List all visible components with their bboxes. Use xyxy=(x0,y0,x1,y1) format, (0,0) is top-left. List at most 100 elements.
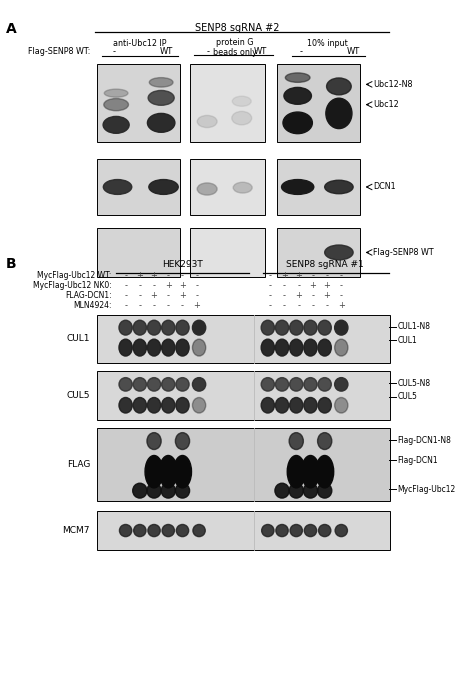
Ellipse shape xyxy=(197,183,217,195)
Ellipse shape xyxy=(318,433,332,450)
Ellipse shape xyxy=(262,524,274,537)
Text: -: - xyxy=(269,281,272,290)
Text: CUL5: CUL5 xyxy=(66,391,90,400)
Text: +: + xyxy=(295,271,302,280)
Ellipse shape xyxy=(319,524,331,537)
Text: +: + xyxy=(179,291,186,300)
Ellipse shape xyxy=(335,377,348,391)
Text: -: - xyxy=(269,291,272,300)
Text: DCN1: DCN1 xyxy=(373,182,396,192)
Text: anti-Ubc12 IP: anti-Ubc12 IP xyxy=(113,39,166,48)
Text: -: - xyxy=(311,271,314,280)
Bar xyxy=(97,228,180,277)
Text: +: + xyxy=(338,301,345,310)
Ellipse shape xyxy=(275,398,289,413)
Ellipse shape xyxy=(289,433,303,450)
Text: -: - xyxy=(138,291,141,300)
Text: B: B xyxy=(6,256,16,271)
Ellipse shape xyxy=(133,339,146,356)
Text: -: - xyxy=(181,301,184,310)
Ellipse shape xyxy=(275,377,289,391)
Text: -: - xyxy=(269,301,272,310)
Text: Ubc12-N8: Ubc12-N8 xyxy=(373,80,412,89)
Bar xyxy=(97,428,390,501)
Ellipse shape xyxy=(290,377,303,391)
Ellipse shape xyxy=(162,524,174,537)
Ellipse shape xyxy=(275,320,289,335)
Ellipse shape xyxy=(162,398,175,413)
Ellipse shape xyxy=(261,320,274,335)
Ellipse shape xyxy=(119,339,132,356)
Text: MycFlag-Ubc12: MycFlag-Ubc12 xyxy=(398,485,456,494)
Text: -: - xyxy=(138,301,141,310)
Ellipse shape xyxy=(176,320,189,335)
Text: -: - xyxy=(124,301,127,310)
Text: +: + xyxy=(151,271,157,280)
Ellipse shape xyxy=(290,339,303,356)
Ellipse shape xyxy=(304,339,317,356)
Ellipse shape xyxy=(119,320,132,335)
Ellipse shape xyxy=(104,89,128,97)
Ellipse shape xyxy=(104,99,128,111)
Ellipse shape xyxy=(119,398,132,413)
Text: -: - xyxy=(124,271,127,280)
Text: +: + xyxy=(151,291,157,300)
Text: -: - xyxy=(297,301,300,310)
Text: -: - xyxy=(195,271,198,280)
Ellipse shape xyxy=(282,180,314,194)
Text: -: - xyxy=(167,301,170,310)
Text: CUL1: CUL1 xyxy=(398,335,418,345)
Text: A: A xyxy=(6,22,17,36)
Text: 10% input: 10% input xyxy=(307,39,347,48)
Ellipse shape xyxy=(325,180,353,194)
Text: -: - xyxy=(311,291,314,300)
Ellipse shape xyxy=(147,113,175,132)
Ellipse shape xyxy=(318,339,331,356)
Text: -: - xyxy=(181,271,184,280)
Bar xyxy=(97,371,390,420)
Ellipse shape xyxy=(261,339,274,356)
Ellipse shape xyxy=(133,377,146,391)
Ellipse shape xyxy=(134,524,146,537)
Ellipse shape xyxy=(192,339,206,356)
Text: MycFlag-Ubc12 NK0:: MycFlag-Ubc12 NK0: xyxy=(33,281,111,290)
Ellipse shape xyxy=(316,456,334,488)
Text: -: - xyxy=(124,281,127,290)
Text: +: + xyxy=(137,271,143,280)
Text: -: - xyxy=(138,281,141,290)
Ellipse shape xyxy=(304,524,317,537)
Text: +: + xyxy=(281,271,288,280)
Text: -: - xyxy=(300,47,302,57)
Text: +: + xyxy=(324,291,330,300)
Text: -: - xyxy=(167,291,170,300)
Ellipse shape xyxy=(275,483,289,498)
Ellipse shape xyxy=(176,524,189,537)
Text: -: - xyxy=(167,271,170,280)
Text: +: + xyxy=(324,281,330,290)
Ellipse shape xyxy=(162,339,175,356)
Ellipse shape xyxy=(147,433,161,450)
Ellipse shape xyxy=(133,483,147,498)
Text: -: - xyxy=(195,291,198,300)
Ellipse shape xyxy=(304,320,317,335)
Text: -: - xyxy=(124,291,127,300)
Ellipse shape xyxy=(173,456,191,488)
Ellipse shape xyxy=(318,483,332,498)
Ellipse shape xyxy=(103,180,132,194)
Text: CUL5: CUL5 xyxy=(398,392,418,402)
Text: CUL5-N8: CUL5-N8 xyxy=(398,379,431,388)
Ellipse shape xyxy=(335,320,348,335)
Text: WT: WT xyxy=(346,47,360,57)
Ellipse shape xyxy=(147,339,161,356)
Text: protein G
beads only: protein G beads only xyxy=(213,38,256,57)
Ellipse shape xyxy=(147,398,161,413)
Ellipse shape xyxy=(175,433,190,450)
Ellipse shape xyxy=(275,339,289,356)
Ellipse shape xyxy=(232,111,252,125)
Bar xyxy=(277,228,360,277)
Ellipse shape xyxy=(162,377,175,391)
Ellipse shape xyxy=(232,96,251,106)
Ellipse shape xyxy=(335,524,347,537)
Text: -: - xyxy=(340,291,343,300)
Ellipse shape xyxy=(233,182,252,193)
